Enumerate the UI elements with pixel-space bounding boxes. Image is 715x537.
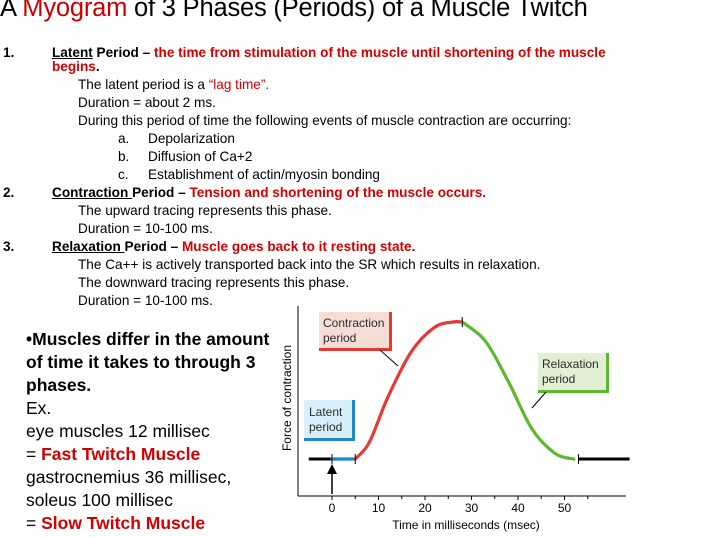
item-number: 2.: [3, 185, 15, 200]
x-axis-label: Time in milliseconds (msec): [392, 518, 540, 532]
note-eye-muscles: eye muscles 12 millisec: [26, 421, 210, 441]
contraction-period-label: Contraction period: [319, 312, 392, 351]
subitem-text: Diffusion of Ca+2: [148, 149, 253, 164]
item-definition-cont: begins: [52, 59, 96, 74]
relaxation-period-label: Relaxation period: [538, 353, 609, 393]
x-ticks: 0 10 20 30 40 50: [329, 496, 589, 515]
detail-text: The latent period is a: [78, 77, 209, 92]
item-definition: Tension and shortening of the muscle occ…: [189, 185, 487, 200]
note-slow-twitch: Slow Twitch Muscle: [41, 513, 206, 533]
myogram-chart: Force of contraction Time in millisecond…: [280, 306, 630, 532]
subitem-text: Depolarization: [148, 131, 235, 146]
note-lead: •Muscles differ in the amount of time it…: [26, 329, 270, 395]
relaxation-leader: [531, 391, 547, 409]
note-soleus: soleus 100 millisec: [26, 490, 173, 510]
item-definition: the time from stimulation of the muscle …: [153, 45, 606, 60]
detail-highlight: “lag time”.: [208, 77, 270, 92]
myogram-trace: [308, 317, 630, 464]
latent-label-line1: Latent: [309, 405, 343, 419]
x-tick-label: 40: [511, 501, 525, 515]
note-gastrocnemius: gastrocnemius 36 millisec,: [26, 467, 232, 487]
detail-line: During this period of time the following…: [78, 113, 572, 128]
latent-period-label: Latent period: [304, 400, 355, 441]
note-fast-line: = Fast Twitch Muscle: [26, 443, 286, 466]
subitem-letter: a.: [118, 131, 130, 146]
series-relaxation-period: [460, 320, 576, 461]
contraction-leader: [379, 349, 399, 367]
detail-line: The upward tracing represents this phase…: [78, 203, 332, 218]
subitem-letter: c.: [118, 167, 129, 182]
title-highlight: Myogram: [22, 0, 128, 22]
slide-title: A Myogram of 3 Phases (Periods) of a Mus…: [0, 0, 715, 23]
item-name: Contraction: [52, 185, 133, 200]
stimulus-arrow: [327, 464, 337, 494]
contraction-label-line1: Contraction: [323, 316, 384, 330]
item-heading-cont: begins.: [52, 58, 100, 76]
item-period-word: Period –: [132, 185, 190, 200]
twitch-speed-note: •Muscles differ in the amount of time it…: [26, 328, 286, 535]
subitem-text: Establishment of actin/myosin bonding: [148, 167, 380, 182]
note-fast-twitch: Fast Twitch Muscle: [41, 444, 201, 464]
x-tick-label: 20: [418, 501, 432, 515]
relaxation-label-line1: Relaxation: [542, 357, 599, 371]
detail-line: The Ca++ is actively transported back in…: [78, 257, 541, 272]
detail-line: Duration = 10-100 ms.: [78, 221, 213, 236]
x-tick-label: 10: [372, 501, 386, 515]
series-contraction-period: [353, 319, 464, 461]
note-ex: Ex.: [26, 398, 52, 418]
contraction-label-line2: period: [323, 331, 356, 345]
note-equals: =: [26, 513, 42, 533]
detail-line: The latent period is a “lag time”.: [78, 76, 269, 94]
note-slow-line: = Slow Twitch Muscle: [26, 512, 286, 535]
detail-line: Duration = 10-100 ms.: [78, 293, 213, 308]
detail-line: Duration = about 2 ms.: [78, 95, 216, 110]
title-prefix: A: [0, 0, 23, 22]
y-axis-label: Force of contraction: [280, 345, 294, 451]
item-heading: Relaxation Period – Muscle goes back to …: [52, 238, 415, 256]
item-period-word: Period –: [92, 45, 154, 60]
note-equals: =: [26, 444, 42, 464]
item-name: Latent: [52, 45, 93, 60]
item-heading: Latent Period – the time from stimulatio…: [52, 44, 606, 62]
detail-line: The downward tracing represents this pha…: [78, 275, 350, 290]
item-heading: Contraction Period – Tension and shorten…: [52, 184, 486, 202]
item-definition-end: .: [95, 59, 100, 74]
item-name: Relaxation: [52, 239, 125, 254]
subitem-letter: b.: [118, 149, 130, 164]
item-definition: Muscle goes back to it resting state.: [181, 239, 416, 254]
title-rest: of 3 Phases (Periods) of a Muscle Twitch: [127, 0, 588, 22]
x-tick-label: 30: [465, 501, 479, 515]
relaxation-label-line2: period: [542, 372, 575, 386]
latent-label-line2: period: [309, 420, 342, 434]
x-tick-label: 0: [329, 501, 336, 515]
x-tick-label: 50: [558, 501, 572, 515]
item-period-word: Period –: [124, 239, 182, 254]
item-number: 1.: [3, 45, 15, 60]
item-number: 3.: [3, 239, 15, 254]
